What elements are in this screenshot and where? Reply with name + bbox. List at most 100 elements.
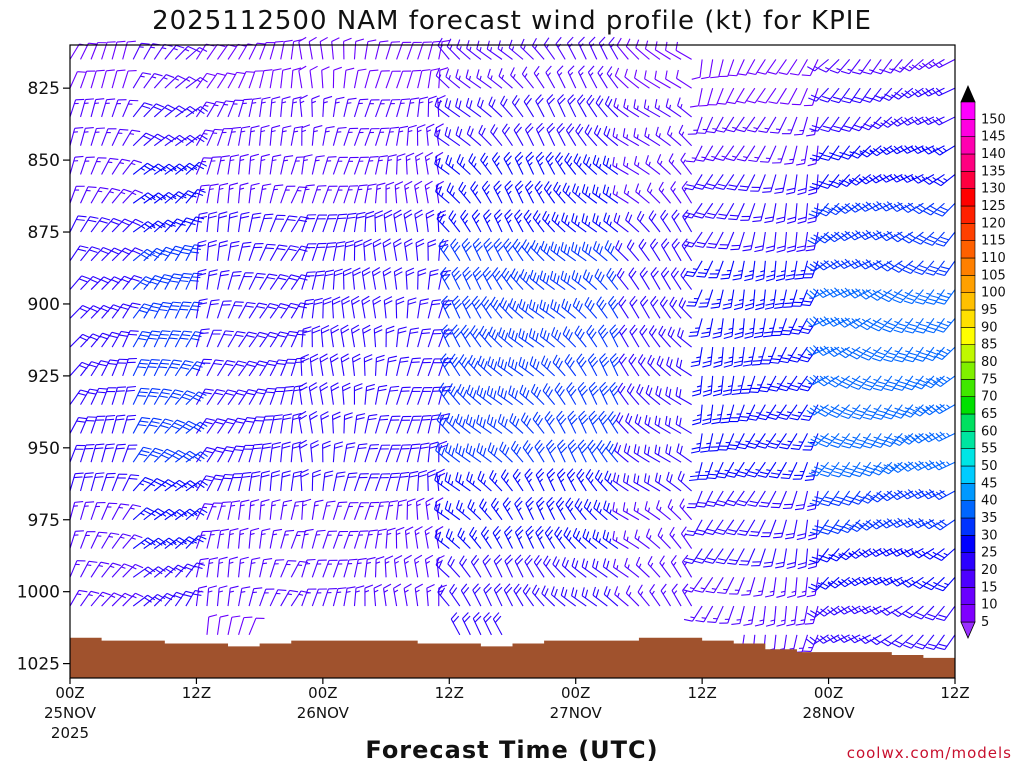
wind-barb bbox=[340, 324, 350, 348]
wind-barb bbox=[322, 156, 337, 175]
wind-barb bbox=[435, 442, 450, 463]
wind-barb bbox=[476, 385, 492, 406]
wind-barb bbox=[535, 94, 545, 118]
wind-barb bbox=[280, 560, 297, 578]
wind-barb bbox=[311, 469, 321, 491]
wind-barb bbox=[472, 612, 482, 636]
wind-barb bbox=[426, 123, 435, 146]
wind-barb bbox=[493, 180, 503, 204]
wind-barb bbox=[101, 359, 119, 377]
wind-barb bbox=[392, 583, 402, 607]
wind-barb bbox=[616, 37, 629, 60]
wind-barb bbox=[311, 214, 328, 233]
wind-barb bbox=[143, 192, 166, 204]
wind-barb bbox=[132, 72, 152, 89]
wind-barb bbox=[543, 181, 556, 204]
wind-barb bbox=[451, 324, 462, 348]
wind-barb bbox=[525, 496, 535, 520]
wind-barb bbox=[332, 66, 342, 89]
wind-barb bbox=[446, 182, 461, 204]
wind-barb bbox=[90, 443, 105, 463]
wind-barb bbox=[101, 532, 120, 549]
wind-barb bbox=[248, 360, 268, 377]
wind-barb bbox=[353, 557, 367, 578]
wind-barb bbox=[164, 75, 186, 89]
wind-barb bbox=[227, 271, 242, 290]
wind-barb bbox=[175, 134, 198, 147]
wind-barb bbox=[523, 94, 535, 118]
wind-barb bbox=[417, 69, 431, 89]
wind-barb bbox=[438, 238, 450, 262]
wind-barb bbox=[174, 272, 192, 290]
wind-barb bbox=[269, 499, 281, 520]
wind-barb bbox=[80, 246, 101, 262]
wind-barb bbox=[513, 123, 524, 146]
wind-barb bbox=[562, 326, 577, 348]
wind-barb bbox=[343, 240, 355, 261]
wind-barb bbox=[69, 185, 85, 204]
wind-barb bbox=[342, 267, 352, 290]
wind-barb bbox=[466, 471, 482, 492]
wind-barb bbox=[593, 125, 608, 147]
wind-barb bbox=[470, 181, 482, 204]
wind-barb bbox=[311, 559, 327, 578]
wind-barb bbox=[332, 559, 348, 578]
wind-barb bbox=[491, 152, 503, 175]
colorbar-swatch bbox=[960, 587, 976, 605]
wind-barb bbox=[343, 185, 359, 204]
wind-barb bbox=[101, 128, 117, 146]
wind-barb bbox=[364, 210, 375, 233]
wind-barb bbox=[427, 95, 437, 117]
wind-barb bbox=[385, 527, 396, 549]
wind-barb bbox=[311, 325, 321, 348]
wind-barb bbox=[574, 325, 587, 348]
wind-barb bbox=[217, 360, 236, 377]
wind-barb bbox=[571, 270, 587, 291]
colorbar-label: 125 bbox=[981, 199, 1006, 214]
wind-barb bbox=[478, 124, 492, 147]
wind-barb bbox=[311, 588, 327, 607]
wind-barb bbox=[514, 151, 524, 175]
wind-barb bbox=[69, 215, 87, 233]
wind-barb bbox=[552, 354, 566, 377]
wind-barb bbox=[460, 583, 471, 607]
wind-barb bbox=[69, 389, 89, 405]
wind-barb bbox=[298, 439, 308, 463]
wind-barb bbox=[444, 500, 461, 521]
wind-barb bbox=[603, 212, 619, 233]
colorbar-label: 110 bbox=[981, 251, 1006, 266]
wind-barb bbox=[206, 299, 220, 319]
wind-barb bbox=[69, 589, 88, 607]
wind-barb bbox=[374, 354, 385, 376]
wind-barb bbox=[524, 468, 535, 492]
wind-barb bbox=[217, 330, 234, 348]
colorbar-swatch bbox=[960, 309, 976, 328]
wind-barb bbox=[80, 98, 94, 118]
wind-barb bbox=[248, 302, 268, 319]
wind-barb bbox=[417, 328, 431, 348]
wind-barb bbox=[584, 297, 598, 319]
wind-barb bbox=[90, 187, 109, 204]
x-tick-label: 12Z bbox=[687, 684, 716, 702]
wind-barb bbox=[195, 530, 211, 549]
wind-barb bbox=[483, 209, 492, 233]
wind-barb bbox=[497, 385, 513, 406]
colorbar-label: 95 bbox=[981, 303, 998, 318]
wind-barb bbox=[122, 385, 136, 405]
wind-barb bbox=[364, 156, 379, 175]
wind-barb bbox=[206, 359, 224, 377]
wind-barb bbox=[456, 154, 471, 175]
wind-barb bbox=[424, 151, 434, 175]
wind-barb bbox=[557, 94, 566, 118]
wind-barb bbox=[143, 133, 166, 147]
colorbar-label: 40 bbox=[981, 494, 998, 509]
wind-barb bbox=[332, 471, 346, 492]
wind-barb bbox=[488, 96, 503, 118]
wind-barb bbox=[479, 498, 492, 521]
wind-barb bbox=[469, 325, 482, 348]
wind-barb bbox=[435, 183, 450, 204]
wind-barb bbox=[343, 586, 356, 607]
wind-barb bbox=[604, 240, 619, 262]
wind-barb bbox=[554, 526, 566, 549]
wind-barb bbox=[552, 556, 566, 578]
